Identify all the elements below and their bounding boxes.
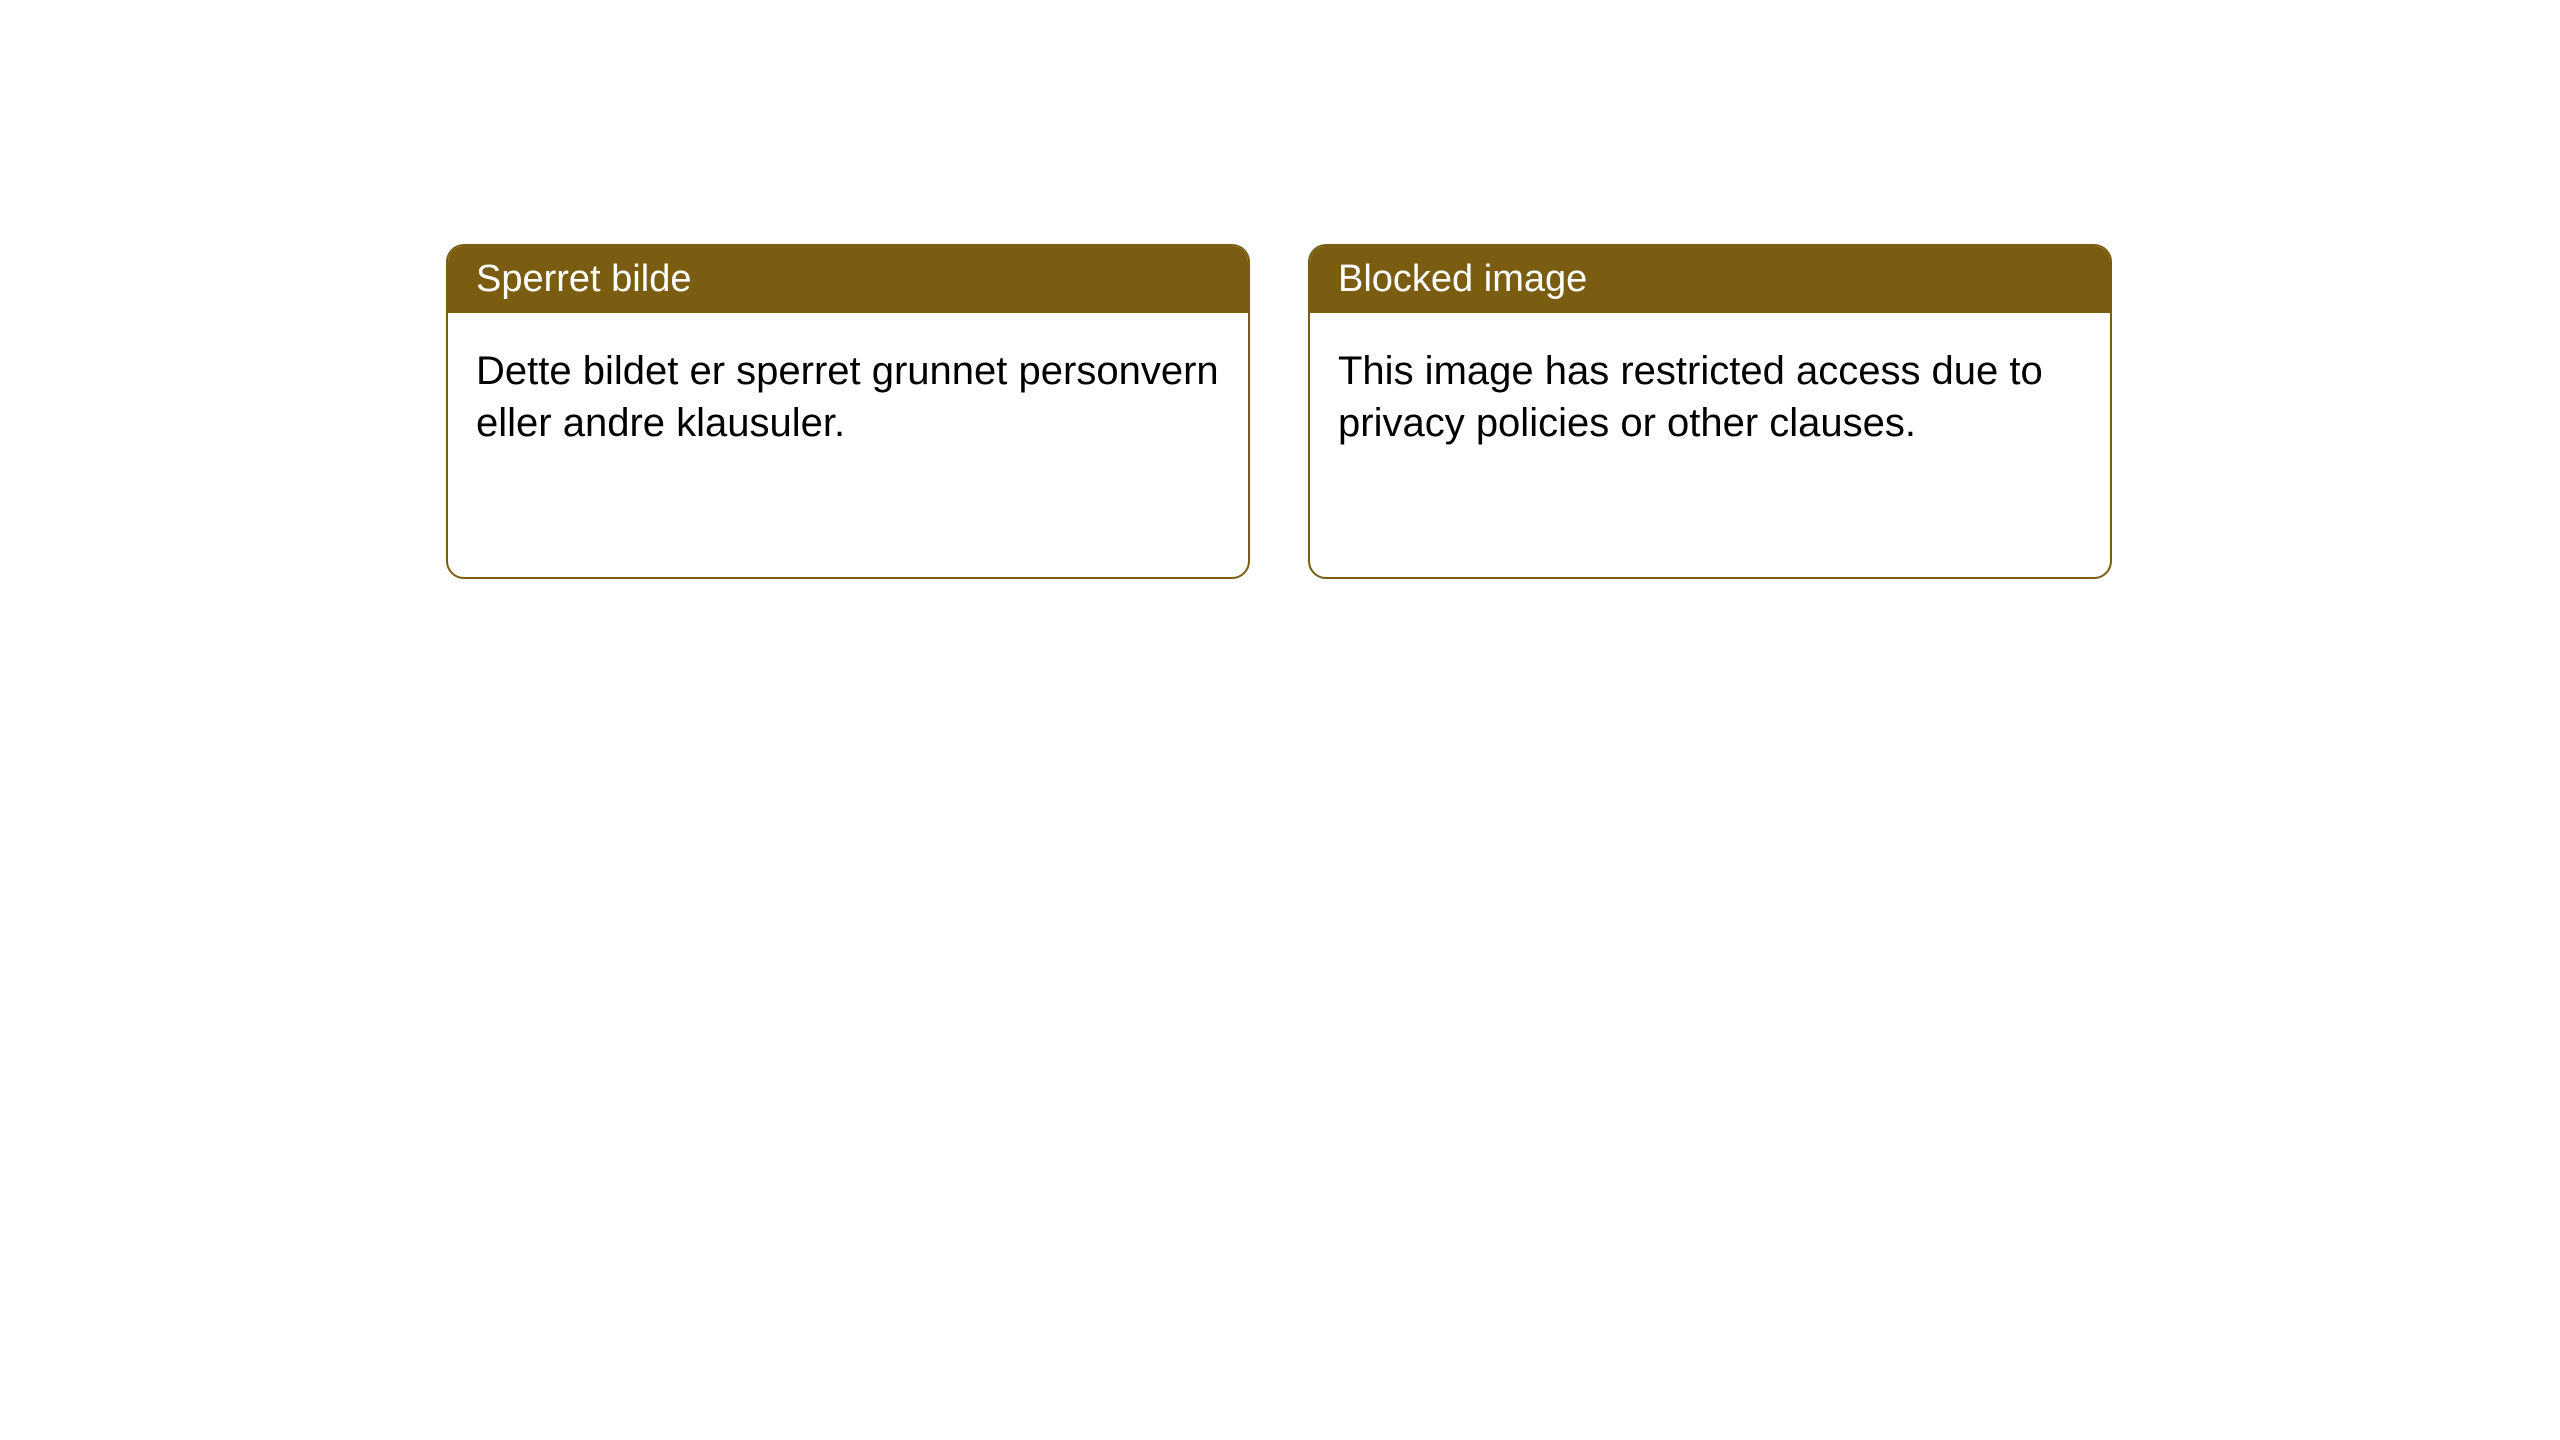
notice-title: Sperret bilde [476,258,691,300]
notice-header: Blocked image [1310,246,2110,313]
notice-card-norwegian: Sperret bilde Dette bildet er sperret gr… [446,244,1250,579]
notice-message: Dette bildet er sperret grunnet personve… [476,349,1219,445]
notice-body: This image has restricted access due to … [1310,313,2110,481]
notice-container: Sperret bilde Dette bildet er sperret gr… [0,0,2560,579]
notice-header: Sperret bilde [448,246,1248,313]
notice-card-english: Blocked image This image has restricted … [1308,244,2112,579]
notice-title: Blocked image [1338,258,1587,300]
notice-body: Dette bildet er sperret grunnet personve… [448,313,1248,481]
notice-message: This image has restricted access due to … [1338,349,2043,445]
